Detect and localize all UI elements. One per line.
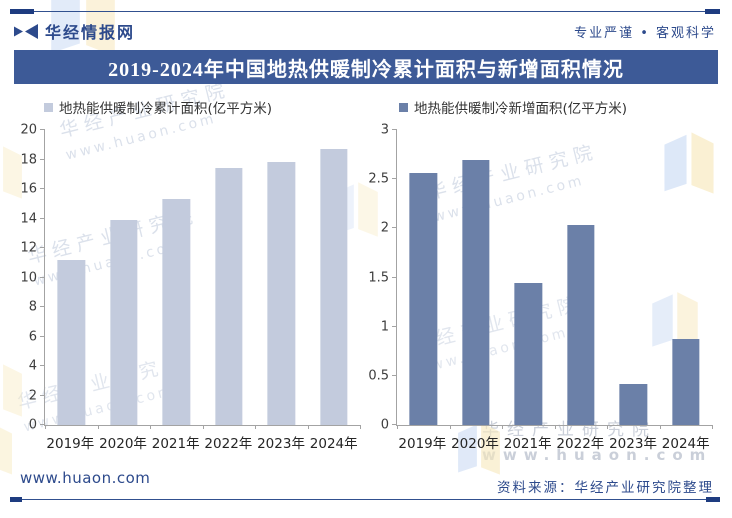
- y-axis-tick: [40, 335, 45, 337]
- x-axis-category-label: 2021年: [503, 436, 552, 452]
- y-axis-tick: [40, 276, 45, 278]
- bar-2022年: [215, 168, 243, 425]
- x-axis-category-label: 2023年: [609, 436, 657, 452]
- x-axis-category-label: 2024年: [661, 436, 710, 452]
- bar-2019年: [57, 259, 85, 425]
- legend-new: 地热能供暖制冷新增面积(亿平方米): [399, 97, 627, 117]
- legend-marker-new: [399, 102, 408, 112]
- bar-2024年: [320, 149, 348, 425]
- x-axis-category-label: 2020年: [99, 436, 147, 452]
- x-axis-tick: [712, 425, 713, 429]
- x-axis-category-label: 2019年: [46, 436, 95, 452]
- x-axis-tick: [97, 425, 99, 429]
- huaon-book-logo-icon: [14, 23, 38, 40]
- y-axis-tick: [40, 129, 45, 130]
- y-axis-tick-label: 10: [20, 270, 37, 285]
- y-axis-tick-label: 8: [28, 299, 37, 315]
- y-axis-tick: [40, 158, 45, 160]
- chart-new-area: 0 0.5 1 1.5 2 2.5 3 2019年 2020年 2021年 2022年 2023年 2…: [366, 124, 718, 454]
- y-axis-tick: [392, 227, 397, 229]
- legend-label-new: 地热能供暖制冷新增面积(亿平方米): [414, 101, 628, 117]
- x-axis-category-label: 2024年: [309, 436, 358, 452]
- chart-cumulative-area: 0 2 4 6 8 10 12 14 16 18 20 2019年 2020年 2021年 2022年 20…: [14, 124, 366, 454]
- footer-data-source: 资料来源：华经产业研究院整理: [497, 480, 714, 496]
- y-axis-tick-label: 0: [28, 417, 37, 433]
- x-axis-tick: [150, 425, 151, 429]
- y-axis-tick-label: 3: [380, 122, 389, 138]
- bar-2023年: [267, 162, 295, 425]
- bar-2024年: [672, 339, 700, 425]
- legend-label-cumulative: 地热能供暖制冷累计面积(亿平方米): [59, 101, 273, 117]
- chart-title: 2019-2024年中国地热供暖制冷累计面积与新增面积情况: [14, 50, 718, 84]
- y-axis-tick: [40, 217, 45, 219]
- top-rule: [10, 9, 720, 15]
- y-axis-tick-label: 0.5: [368, 368, 389, 384]
- x-axis-tick: [502, 425, 503, 429]
- y-axis-tick: [392, 374, 397, 376]
- header: 华经情报网 专业严谨 • 客观科学: [14, 17, 716, 45]
- y-axis-tick-label: 1: [380, 319, 389, 335]
- bar-2020年: [110, 219, 138, 425]
- y-axis-tick-label: 2: [380, 220, 389, 236]
- x-axis-category-label: 2023年: [257, 436, 305, 452]
- y-axis-tick: [40, 365, 45, 366]
- x-axis-labels-cumulative: 2019年 2020年 2021年 2022年 2023年 2024年: [44, 430, 360, 454]
- y-axis-tick: [40, 394, 45, 396]
- huaon-logo-watermark-icon: [0, 424, 14, 475]
- x-axis-tick: [659, 425, 661, 429]
- bar-2021年: [162, 199, 190, 425]
- legend-cumulative: 地热能供暖制冷累计面积(亿平方米): [44, 97, 272, 117]
- brand: 华经情报网: [14, 19, 135, 43]
- y-axis-tick-label: 2: [28, 388, 37, 403]
- y-axis-tick-label: 12: [20, 240, 37, 256]
- y-axis-tick-label: 6: [28, 329, 37, 344]
- y-axis-tick-label: 16: [20, 181, 37, 197]
- y-axis-tick: [40, 424, 45, 425]
- x-axis-category-label: 2020年: [451, 436, 499, 452]
- footer-site-url: www.huaon.com: [20, 469, 151, 487]
- x-axis-tick: [307, 425, 309, 429]
- plot-new: 0 0.5 1 1.5 2 2.5 3: [368, 124, 713, 432]
- plot-cumulative: 0 2 4 6 8 10 12 14 16 18 20: [20, 124, 361, 432]
- x-axis-tick: [360, 425, 361, 429]
- x-axis-tick: [449, 425, 451, 429]
- y-axis-tick: [392, 129, 397, 130]
- y-axis-tick-label: 4: [28, 358, 37, 374]
- x-axis-category-label: 2019年: [398, 436, 447, 452]
- x-axis-tick: [202, 425, 204, 429]
- x-axis-tick: [607, 425, 608, 429]
- y-axis-tick-label: 2.5: [368, 171, 389, 187]
- y-axis-tick-label: 18: [20, 152, 37, 167]
- x-axis-tick: [255, 425, 256, 429]
- bar-2020年: [462, 160, 490, 425]
- y-axis-tick: [392, 276, 397, 278]
- y-axis-tick-label: 1.5: [368, 270, 389, 285]
- bottom-rule: [10, 497, 720, 503]
- bar-2021年: [514, 283, 542, 425]
- y-axis-tick-label: 0: [380, 417, 389, 433]
- y-axis-tick-label: 20: [20, 122, 37, 138]
- brand-name: 华经情报网: [45, 23, 136, 42]
- y-axis-tick: [392, 424, 397, 425]
- y-axis-tick: [392, 178, 397, 180]
- x-axis-category-label: 2021年: [151, 436, 200, 452]
- x-axis-labels-new: 2019年 2020年 2021年 2022年 2023年 2024年: [396, 430, 712, 454]
- bar-2022年: [567, 225, 595, 425]
- header-tagline: 专业严谨 • 客观科学: [574, 25, 716, 41]
- bar-2019年: [409, 173, 437, 425]
- bar-2023年: [619, 383, 647, 425]
- x-axis-category-label: 2022年: [204, 436, 253, 452]
- x-axis-tick: [397, 425, 398, 429]
- y-axis-tick: [40, 306, 45, 307]
- x-axis-category-label: 2022年: [556, 436, 605, 452]
- legend-marker-cumulative: [44, 102, 53, 112]
- y-axis-tick-label: 14: [20, 211, 37, 226]
- y-axis-tick: [392, 325, 397, 327]
- y-axis-tick: [40, 247, 45, 248]
- x-axis-tick: [45, 425, 46, 429]
- x-axis-tick: [554, 425, 556, 429]
- y-axis-tick: [40, 188, 45, 189]
